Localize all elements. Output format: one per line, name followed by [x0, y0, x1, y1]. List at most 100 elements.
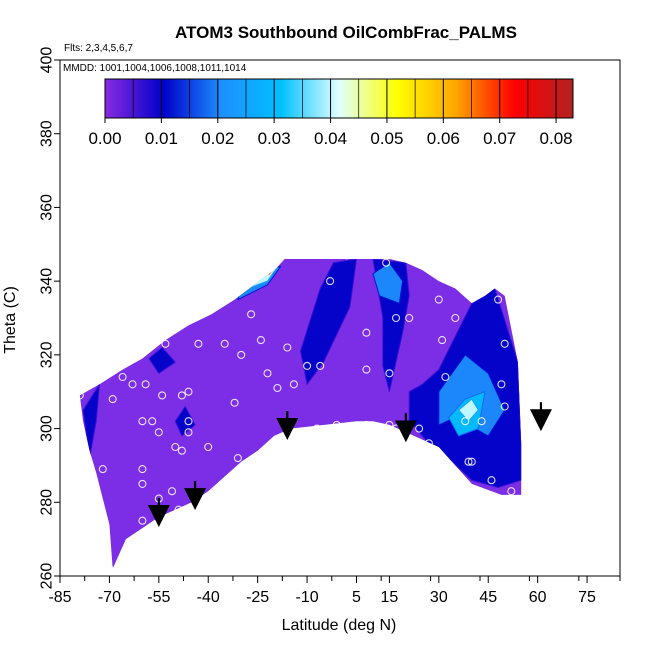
measurement-point — [326, 277, 335, 286]
colorbar-tick-label: 0.03 — [258, 129, 291, 148]
measurement-point — [382, 258, 391, 267]
measurement-point — [487, 476, 496, 485]
colorbar-tick-label: 0.01 — [145, 129, 178, 148]
x-tick-label: -85 — [48, 589, 71, 606]
measurement-point — [507, 487, 516, 496]
measurement-point — [138, 417, 147, 426]
measurement-point — [98, 465, 107, 474]
contour-region — [148, 347, 176, 374]
measurement-point — [184, 428, 193, 437]
measurement-point — [500, 339, 509, 348]
measurement-point — [451, 313, 460, 323]
y-tick-label: 300 — [39, 415, 56, 442]
measurement-point — [233, 454, 242, 463]
measurement-point — [247, 310, 256, 319]
x-tick-label: 45 — [479, 589, 497, 606]
measurement-point — [184, 387, 193, 396]
colorbar-tick-label: 0.04 — [314, 129, 347, 148]
measurement-point — [138, 479, 147, 488]
x-tick-label: 60 — [529, 589, 547, 606]
y-tick-label: 360 — [39, 194, 56, 221]
colorbar-tick-label: 0.07 — [483, 129, 516, 148]
measurement-point — [467, 457, 476, 466]
measurement-point — [303, 361, 312, 370]
measurement-point — [174, 505, 183, 514]
measurement-point — [105, 564, 114, 573]
measurement-point — [161, 339, 170, 348]
measurement-point — [273, 383, 282, 393]
measurement-point — [362, 365, 371, 374]
colorbar-tick-label: 0.05 — [370, 129, 403, 148]
contour-regions — [82, 259, 522, 488]
y-tick-label: 260 — [39, 563, 56, 590]
measurement-point — [194, 339, 203, 348]
arrows — [147, 402, 552, 528]
measurement-point — [332, 420, 341, 429]
x-tick-label: 30 — [430, 589, 448, 606]
colorbar-tick-label: 0.02 — [201, 129, 234, 148]
y-tick-label: 380 — [39, 120, 56, 147]
measurement-point — [75, 391, 84, 400]
x-tick-label: -10 — [295, 589, 318, 606]
measurement-point — [500, 402, 509, 411]
flights-annotation: Flts: 2,3,4,5,6,7 — [64, 43, 133, 54]
chart-title: ATOM3 Southbound OilCombFrac_PALMS — [175, 23, 517, 42]
measurement-point — [230, 398, 239, 407]
measurement-point — [434, 295, 443, 304]
measurement-point — [237, 350, 246, 359]
x-tick-label: -55 — [147, 589, 170, 606]
measurement-point — [494, 295, 503, 304]
measurement-point — [391, 313, 401, 323]
data-layer — [75, 251, 552, 573]
colorbar-tick-label: 0.06 — [427, 129, 460, 148]
x-tick-label: 15 — [381, 589, 399, 606]
plot-frame — [59, 59, 621, 577]
measurement-point — [204, 442, 213, 452]
contour-region — [300, 259, 357, 385]
measurement-point — [118, 372, 127, 382]
measurement-point — [128, 380, 137, 389]
measurement-point — [141, 380, 150, 389]
y-tick-label: 280 — [39, 489, 56, 516]
measurement-point — [177, 391, 186, 400]
mmdd-annotation: MMDD: 1001,1004,1006,1008,1011,1014 — [63, 63, 247, 74]
measurement-point — [385, 369, 394, 378]
measurement-point — [158, 391, 167, 400]
measurement-point — [167, 487, 177, 496]
measurement-point — [256, 336, 265, 345]
measurement-point — [342, 251, 351, 260]
colorbar-tick-label: 0.08 — [540, 129, 573, 148]
contour-region — [372, 262, 404, 304]
measurement-point — [517, 317, 526, 326]
measurement-point — [362, 420, 371, 429]
x-tick-label: 75 — [578, 589, 596, 606]
y-tick-label: 320 — [39, 341, 56, 368]
measurement-point — [138, 465, 147, 474]
measurement-point — [289, 380, 298, 389]
y-tick-label: 340 — [39, 268, 56, 295]
x-tick-label: 5 — [352, 589, 361, 606]
x-tick-label: -25 — [246, 589, 269, 606]
measurement-point — [477, 417, 486, 426]
measurement-point — [438, 336, 447, 345]
measurement-point — [316, 361, 325, 370]
measurement-point — [520, 288, 529, 297]
measurement-point — [461, 417, 470, 426]
measurement-point — [497, 380, 506, 389]
y-axis: 260 280 300 320 340 360 380 400 — [39, 47, 60, 590]
colorbar: 0.00 0.01 0.02 0.03 0.04 0.05 0.06 0.07 0.08 — [88, 78, 574, 148]
measurement-point — [148, 417, 157, 426]
measurement-point — [527, 487, 536, 496]
measurement-point — [138, 516, 147, 525]
x-tick-label: -70 — [98, 589, 121, 606]
y-tick-label: 400 — [39, 47, 56, 74]
measurement-point — [177, 446, 186, 455]
measurement-point — [154, 428, 163, 437]
x-tick-label: -40 — [197, 589, 220, 606]
measurement-point — [312, 424, 321, 433]
colorbar-gradient — [104, 78, 574, 119]
measurement-point — [263, 369, 272, 378]
measurement-point — [464, 457, 473, 466]
measurement-point — [171, 442, 180, 452]
